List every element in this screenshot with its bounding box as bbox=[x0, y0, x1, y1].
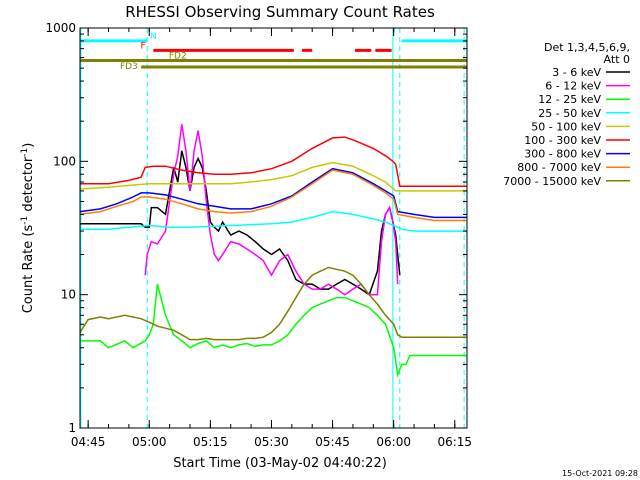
legend-label-6: 300 - 800 keV bbox=[524, 148, 601, 161]
y-axis-label: Count Rate (s-1 detector-1) bbox=[20, 143, 36, 314]
series-line-3 bbox=[80, 210, 467, 232]
legend-label-3: 25 - 50 keV bbox=[538, 107, 601, 120]
y-tick-label-2: 100 bbox=[53, 154, 76, 168]
series-line-7 bbox=[79, 169, 467, 222]
x-tick-label-4: 05:45 bbox=[315, 435, 350, 449]
legend-label-5: 100 - 300 keV bbox=[524, 134, 601, 147]
x-axis-label: Start Time (03-May-02 04:40:22) bbox=[173, 456, 387, 471]
series-line-6 bbox=[79, 167, 467, 219]
x-tick-label-5: 06:00 bbox=[376, 435, 411, 449]
x-tick-label-3: 05:30 bbox=[254, 435, 289, 449]
flag-label-n: N bbox=[150, 32, 157, 42]
series-line-8 bbox=[79, 266, 467, 341]
flag-label-fd2: FD2 bbox=[169, 52, 187, 62]
legend-header-line2: Att 0 bbox=[604, 53, 630, 66]
series-line-5 bbox=[80, 136, 467, 188]
date-stamp: 15-Oct-2021 09:28 bbox=[562, 469, 638, 478]
legend-label-7: 800 - 7000 keV bbox=[517, 161, 601, 174]
legend-label-8: 7000 - 15000 keV bbox=[503, 175, 601, 188]
series-line-4 bbox=[79, 161, 467, 192]
legend-header-line1: Det 1,3,4,5,6,9, bbox=[544, 41, 630, 54]
chart-title: RHESSI Observing Summary Count Rates bbox=[125, 3, 435, 21]
y-tick-label-0: 1 bbox=[68, 421, 76, 435]
x-tick-label-2: 05:15 bbox=[193, 435, 228, 449]
axes-ticks: 04:45 05:00 05:15 05:30 05:45 06:00 06:15 1 10 10… bbox=[45, 21, 472, 449]
y-axis-label-sup2: -1 bbox=[20, 148, 30, 157]
series-line-2 bbox=[80, 283, 467, 378]
legend-label-4: 50 - 100 keV bbox=[531, 120, 601, 133]
flag-label-f: F bbox=[141, 41, 146, 51]
x-tick-label-6: 06:15 bbox=[437, 435, 472, 449]
legend-label-2: 12 - 25 keV bbox=[538, 93, 601, 106]
x-tick-label-1: 05:00 bbox=[132, 435, 167, 449]
y-axis-label-sup1: -1 bbox=[20, 216, 30, 225]
y-axis-label-mid: detector bbox=[21, 156, 36, 216]
legend-label-0: 3 - 6 keV bbox=[552, 66, 601, 79]
y-axis-label-main: Count Rate (s bbox=[21, 225, 36, 314]
legend-label-1: 6 - 12 keV bbox=[545, 80, 601, 93]
y-tick-label-3: 1000 bbox=[45, 21, 76, 35]
flag-label-fd3: FD3 bbox=[120, 62, 138, 72]
series-line-0 bbox=[80, 150, 401, 296]
plot-frame bbox=[79, 27, 468, 429]
y-axis-label-end: ) bbox=[21, 143, 36, 148]
y-tick-label-1: 10 bbox=[61, 288, 76, 302]
x-tick-label-0: 04:45 bbox=[71, 435, 106, 449]
plot-area: NF FD2 FD3 bbox=[79, 28, 467, 428]
